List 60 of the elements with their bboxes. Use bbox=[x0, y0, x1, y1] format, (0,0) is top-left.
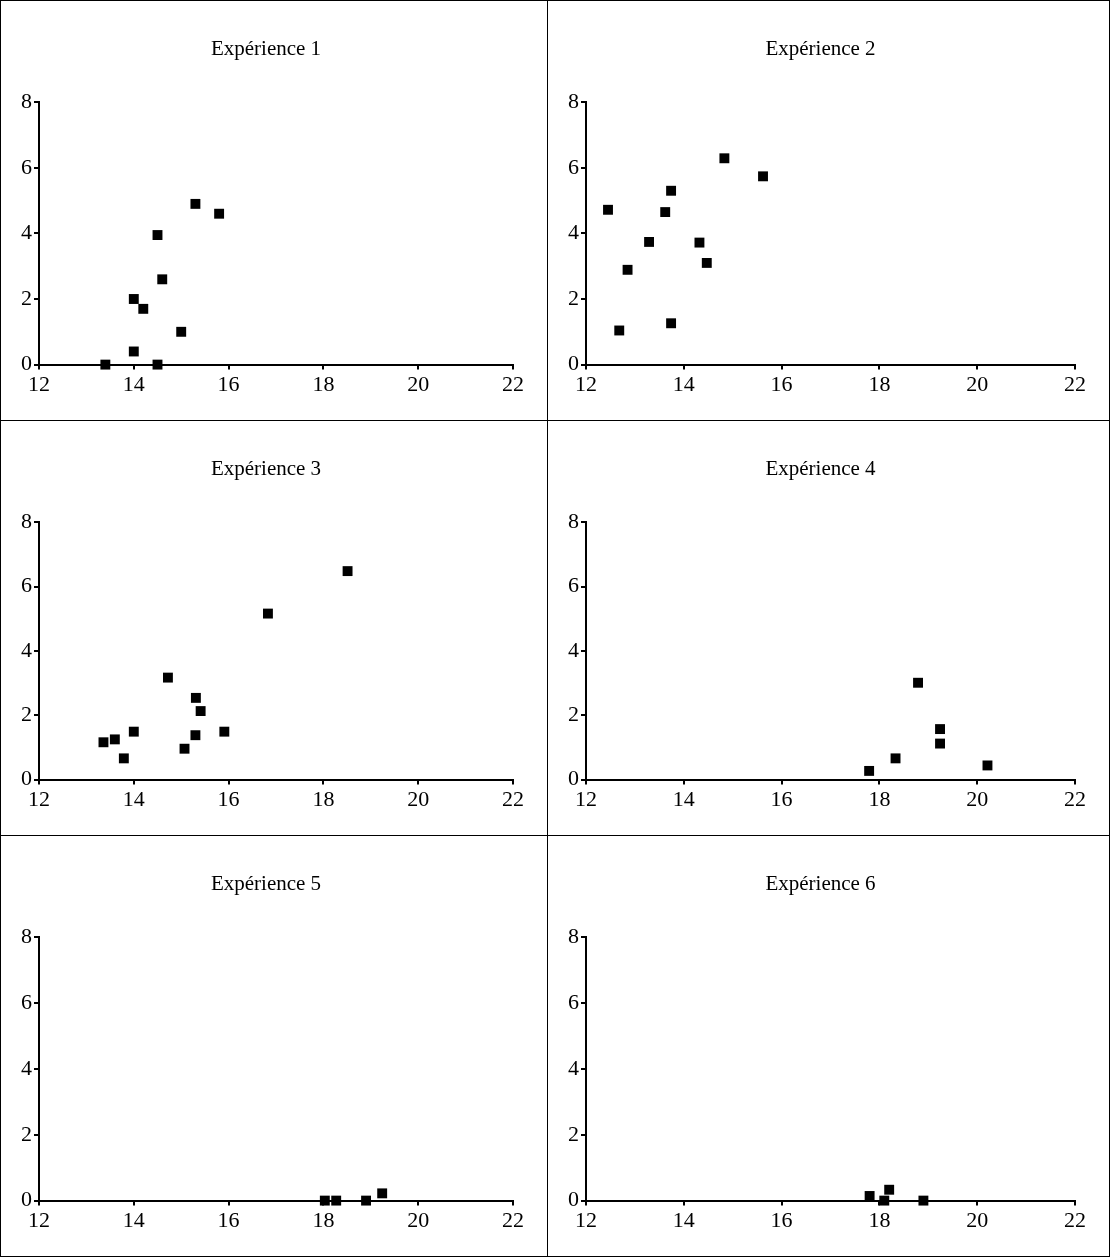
x-tick-label: 22 bbox=[1064, 370, 1086, 396]
y-tick-label: 6 bbox=[568, 153, 579, 179]
chart-title: Expérience 1 bbox=[210, 36, 322, 61]
y-tick-label: 6 bbox=[21, 572, 32, 598]
y-tick-label: 8 bbox=[568, 507, 579, 533]
x-tick-label: 22 bbox=[1064, 785, 1086, 811]
x-tick-label: 18 bbox=[868, 785, 891, 811]
x-tick-label: 16 bbox=[217, 370, 240, 396]
x-tick-label: 20 bbox=[407, 370, 430, 396]
x-tick-label: 22 bbox=[502, 1206, 524, 1232]
y-tick-label: 2 bbox=[21, 701, 32, 727]
y-tick-label: 4 bbox=[21, 1054, 32, 1080]
x-tick-label: 18 bbox=[312, 785, 335, 811]
x-tick-label: 18 bbox=[312, 370, 335, 396]
y-tick-label: 6 bbox=[568, 572, 579, 598]
y-tick-label: 4 bbox=[568, 1054, 579, 1080]
x-tick-label: 18 bbox=[312, 1206, 335, 1232]
y-tick-label: 2 bbox=[21, 1120, 32, 1146]
chart-title: Expérience 4 bbox=[765, 456, 877, 481]
x-tick-label: 16 bbox=[217, 785, 240, 811]
x-tick-label: 14 bbox=[122, 1206, 145, 1232]
y-tick-label: 6 bbox=[21, 988, 32, 1014]
x-tick-label: 20 bbox=[966, 785, 989, 811]
y-tick-label: 2 bbox=[568, 1120, 579, 1146]
x-tick-label: 16 bbox=[770, 370, 793, 396]
x-tick-label: 16 bbox=[217, 1206, 240, 1232]
x-tick-label: 22 bbox=[502, 785, 524, 811]
x-tick-label: 20 bbox=[407, 785, 430, 811]
y-tick-label: 8 bbox=[21, 507, 32, 533]
chart-title: Expérience 3 bbox=[210, 456, 322, 481]
chart-title: Expérience 6 bbox=[765, 871, 876, 896]
x-tick-label: 14 bbox=[122, 785, 145, 811]
y-tick-label: 6 bbox=[21, 153, 32, 179]
y-tick-label: 6 bbox=[568, 988, 579, 1014]
chart-title: Expérience 5 bbox=[210, 871, 322, 896]
x-tick-label: 14 bbox=[672, 1206, 695, 1232]
x-tick-label: 14 bbox=[122, 370, 145, 396]
y-tick-label: 4 bbox=[568, 636, 579, 662]
y-tick-label: 2 bbox=[568, 284, 579, 310]
y-tick-label: 8 bbox=[568, 922, 579, 948]
x-tick-label: 20 bbox=[407, 1206, 430, 1232]
y-tick-label: 4 bbox=[21, 636, 32, 662]
y-tick-label: 4 bbox=[21, 219, 32, 245]
x-tick-label: 22 bbox=[502, 370, 524, 396]
y-tick-label: 8 bbox=[21, 922, 32, 948]
x-tick-label: 20 bbox=[966, 1206, 989, 1232]
chart-title: Expérience 2 bbox=[765, 36, 876, 61]
x-tick-label: 18 bbox=[868, 1206, 891, 1232]
y-tick-label: 4 bbox=[568, 219, 579, 245]
x-tick-label: 22 bbox=[1064, 1206, 1086, 1232]
x-tick-label: 14 bbox=[672, 785, 695, 811]
y-tick-label: 8 bbox=[21, 87, 32, 113]
y-tick-label: 2 bbox=[21, 284, 32, 310]
x-tick-label: 16 bbox=[770, 785, 793, 811]
x-tick-label: 18 bbox=[868, 370, 891, 396]
x-tick-label: 16 bbox=[770, 1206, 793, 1232]
x-tick-label: 14 bbox=[672, 370, 695, 396]
x-tick-label: 20 bbox=[966, 370, 989, 396]
y-tick-label: 2 bbox=[568, 701, 579, 727]
y-tick-label: 8 bbox=[568, 87, 579, 113]
